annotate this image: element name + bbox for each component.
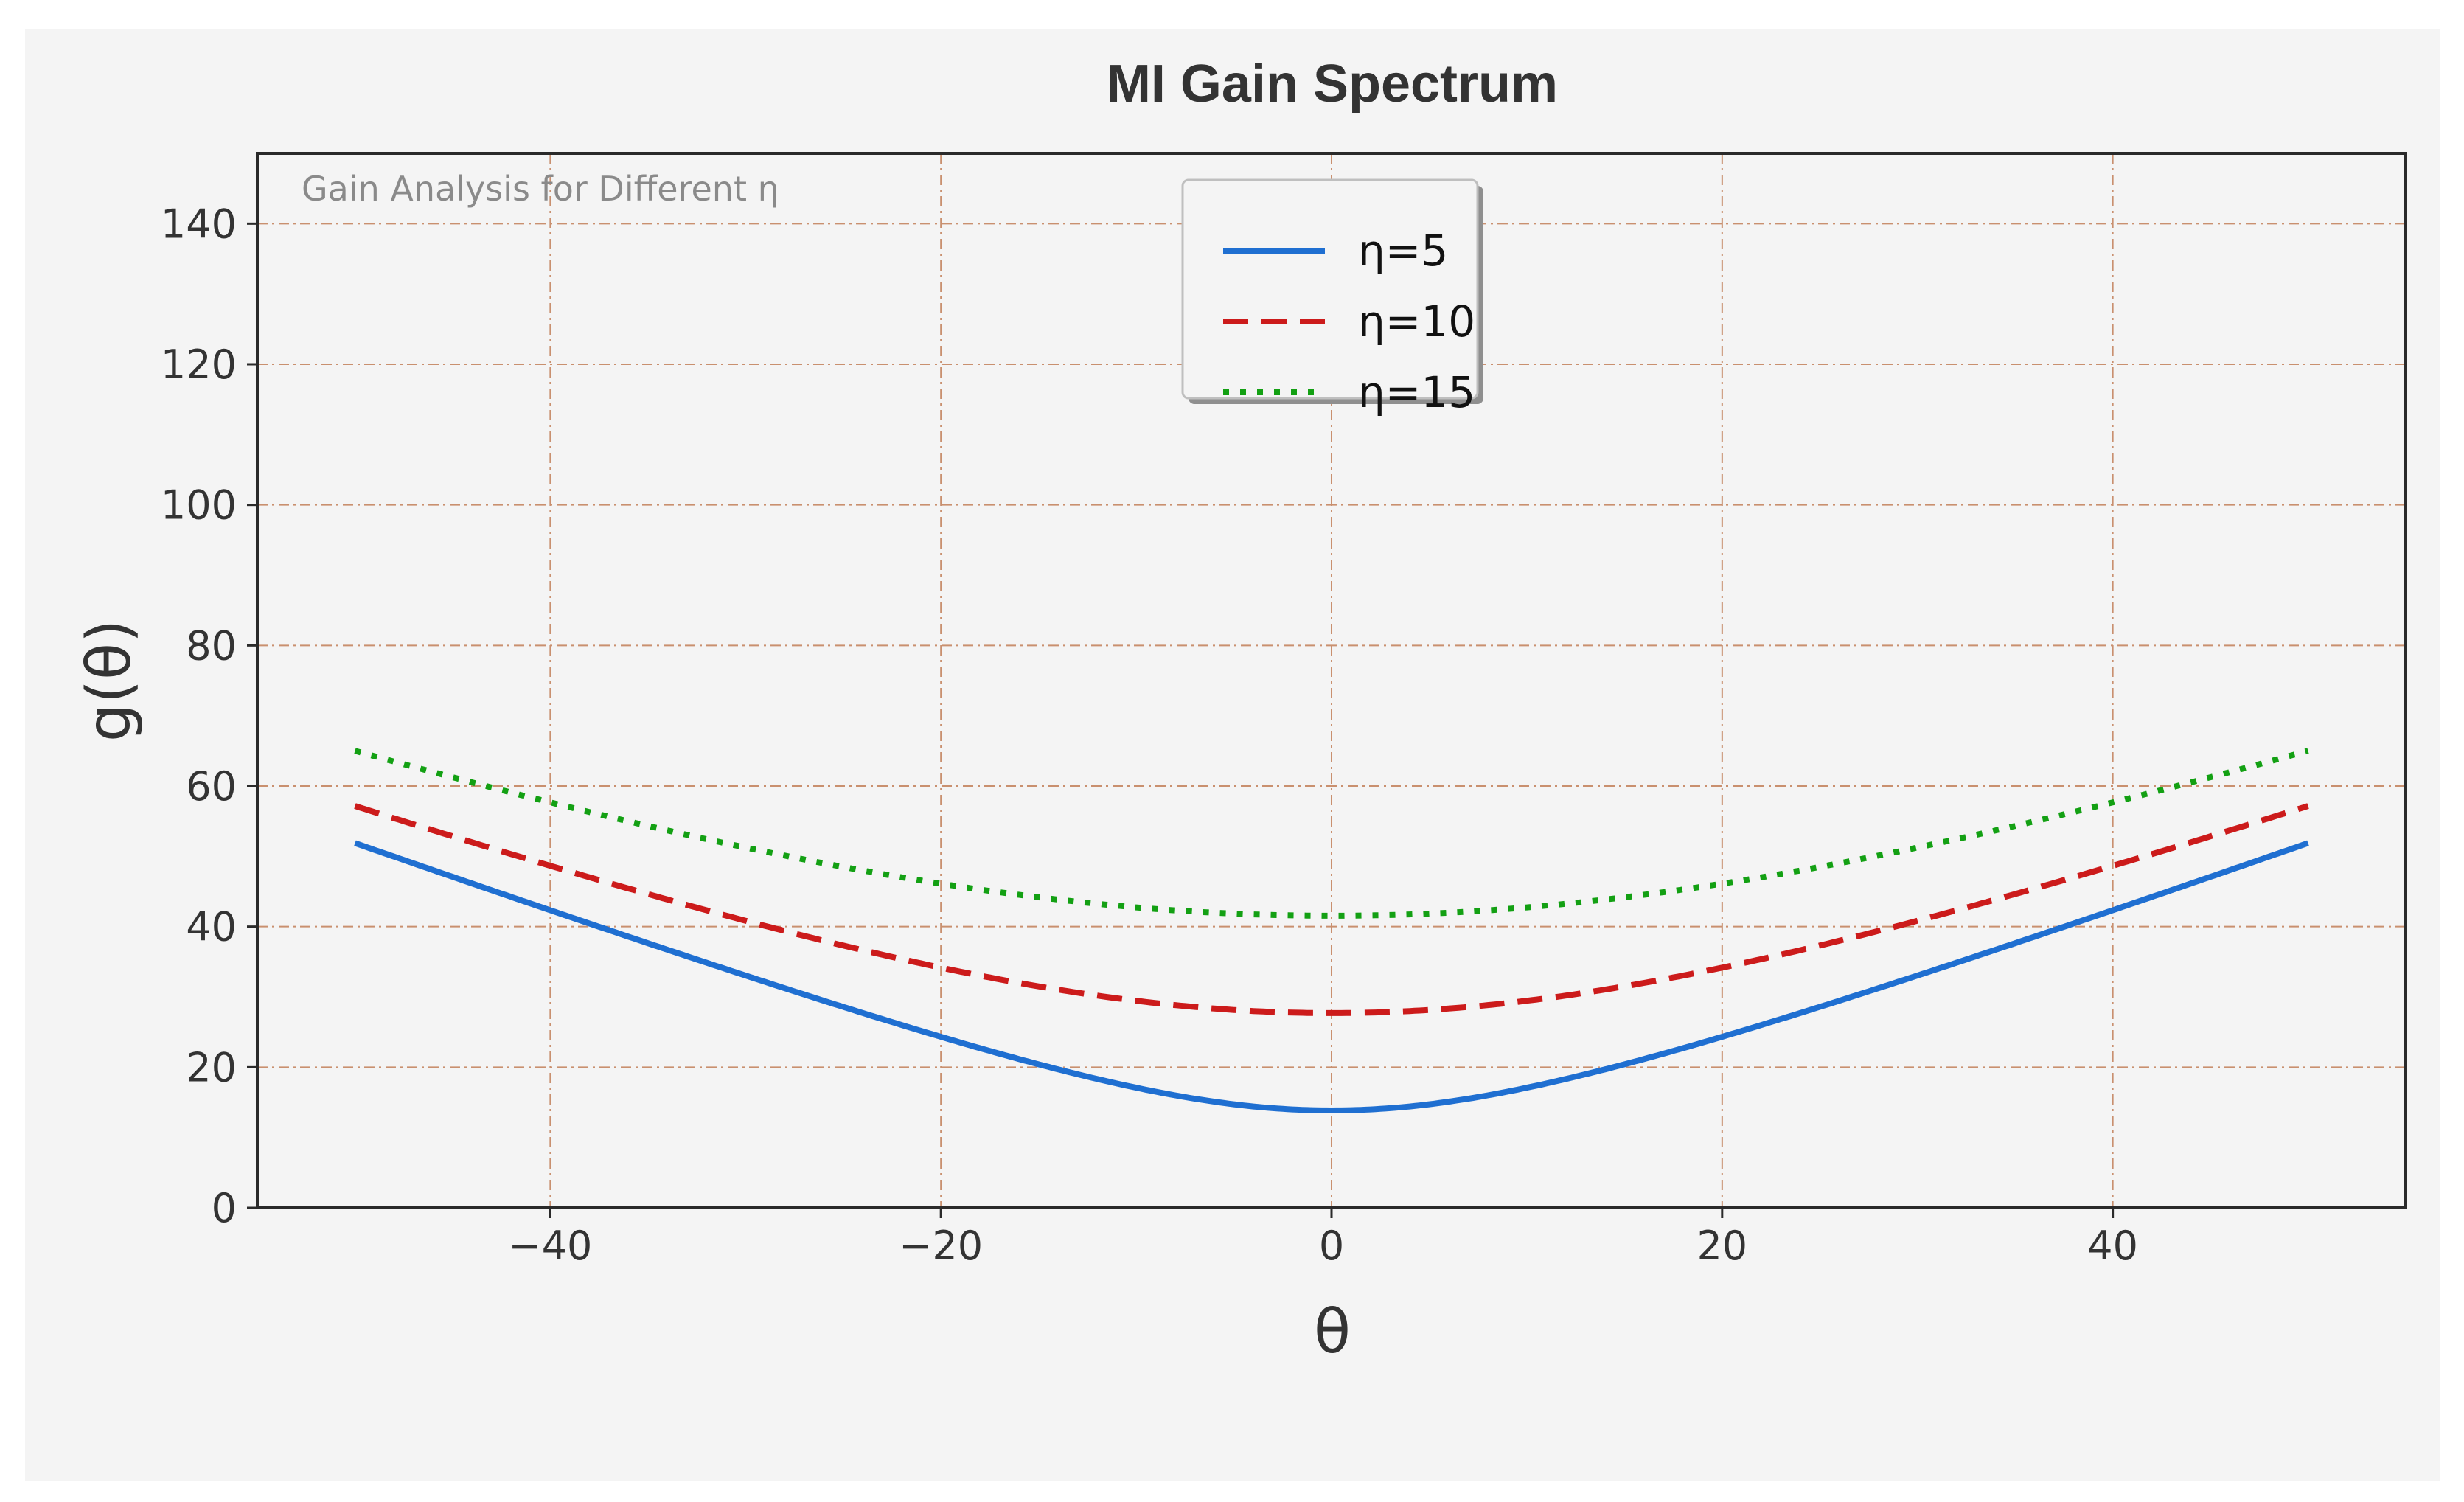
- series-line-eta-10: [354, 803, 2309, 1016]
- x-tick-label: −20: [899, 1223, 983, 1269]
- y-tick-label: 20: [186, 1044, 237, 1091]
- y-tick-label: 60: [186, 763, 237, 810]
- tick-layer: −40 −20 0 20 40 0 20 40 60 80 100 120 140: [161, 201, 2138, 1269]
- x-axis-label: θ: [1314, 1297, 1351, 1367]
- legend-label-eta-5: η=5: [1358, 226, 1448, 276]
- series-layer: [354, 748, 2309, 1113]
- legend-label-eta-15: η=15: [1358, 367, 1475, 417]
- legend-label-eta-10: η=10: [1358, 296, 1475, 347]
- y-tick-label: 80: [186, 622, 237, 669]
- y-tick-label: 120: [161, 341, 237, 388]
- x-tick-label: 40: [2087, 1223, 2138, 1269]
- legend-box: [1181, 178, 1479, 400]
- y-tick-label: 40: [186, 904, 237, 950]
- x-tick-label: 20: [1696, 1223, 1747, 1269]
- series-line-eta-5: [354, 840, 2309, 1113]
- figure-background: MI Gain Spectrum −40 −20 0 20 40 0 20 40 60 80 100…: [25, 29, 2440, 1481]
- x-tick-label: 0: [1319, 1223, 1344, 1269]
- legend-entries: η=5 η=10 η=15: [1223, 226, 1475, 417]
- chart-svg: MI Gain Spectrum −40 −20 0 20 40 0 20 40 60 80 100…: [74, 55, 2407, 1367]
- legend: η=5 η=10 η=15: [1181, 178, 1483, 417]
- y-axis-label: g(θ): [74, 619, 145, 742]
- chart-annotation: Gain Analysis for Different η: [302, 169, 779, 209]
- chart-title: MI Gain Spectrum: [1107, 55, 1558, 114]
- x-tick-label: −40: [508, 1223, 592, 1269]
- y-tick-label: 140: [161, 201, 237, 247]
- y-tick-label: 100: [161, 482, 237, 529]
- y-tick-label: 0: [212, 1185, 237, 1231]
